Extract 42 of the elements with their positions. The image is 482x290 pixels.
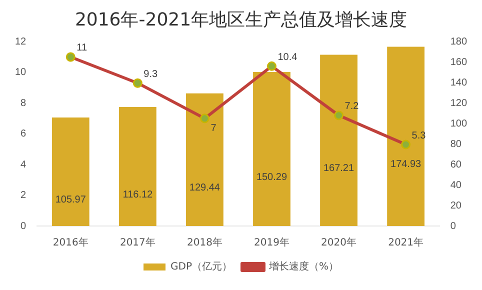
x-tick-label: 2019年 [254, 236, 290, 249]
y-tick-label: 0 [20, 220, 27, 232]
y2-tick-label: 100 [450, 118, 468, 130]
data-label: 7 [210, 123, 217, 134]
data-label: 174.93 [390, 159, 422, 170]
bar [387, 46, 424, 226]
y-tick-label: 6 [20, 128, 27, 140]
legend-label: 增长速度（%） [268, 260, 339, 273]
data-label: 116.12 [122, 189, 154, 200]
y2-tick-label: 180 [450, 36, 468, 48]
x-tick-label: 2016年 [52, 236, 88, 249]
bar [320, 54, 358, 226]
data-label: 105.97 [55, 194, 86, 206]
y-tick-label: 8 [20, 98, 27, 109]
data-label: 129.44 [189, 182, 220, 194]
bar [118, 107, 156, 226]
x-tick-label: 2021年 [388, 236, 424, 249]
y-tick-label: 12 [15, 36, 27, 48]
y2-tick-label: 0 [450, 220, 456, 232]
x-tick-label: 2017年 [120, 236, 156, 249]
y2-tick-label: 120 [450, 98, 468, 109]
y2-tick-label: 40 [450, 180, 462, 191]
y2-tick-label: 160 [450, 56, 468, 68]
bar [52, 117, 90, 226]
data-label: 150.29 [256, 172, 288, 183]
y2-tick-label: 140 [450, 77, 468, 88]
bar [186, 93, 224, 226]
y2-tick-label: 60 [450, 159, 462, 170]
legend-label: GDP（亿元） [170, 262, 232, 273]
y-tick-label: 2 [20, 190, 27, 202]
y-tick-label: 10 [15, 67, 27, 78]
y-tick-label: 4 [20, 159, 27, 170]
data-label: 11 [76, 42, 88, 54]
bar [253, 72, 290, 226]
y2-tick-label: 20 [450, 200, 462, 212]
data-label: 10.4 [278, 52, 298, 63]
x-tick-label: 2020年 [321, 236, 356, 249]
data-label: 167.21 [323, 163, 354, 174]
x-tick-label: 2018年 [186, 236, 222, 249]
data-label: 9.3 [144, 68, 158, 80]
y2-tick-label: 80 [450, 138, 462, 150]
chart-title: 2016年-2021年地区生产总值及增长速度 [74, 9, 408, 30]
